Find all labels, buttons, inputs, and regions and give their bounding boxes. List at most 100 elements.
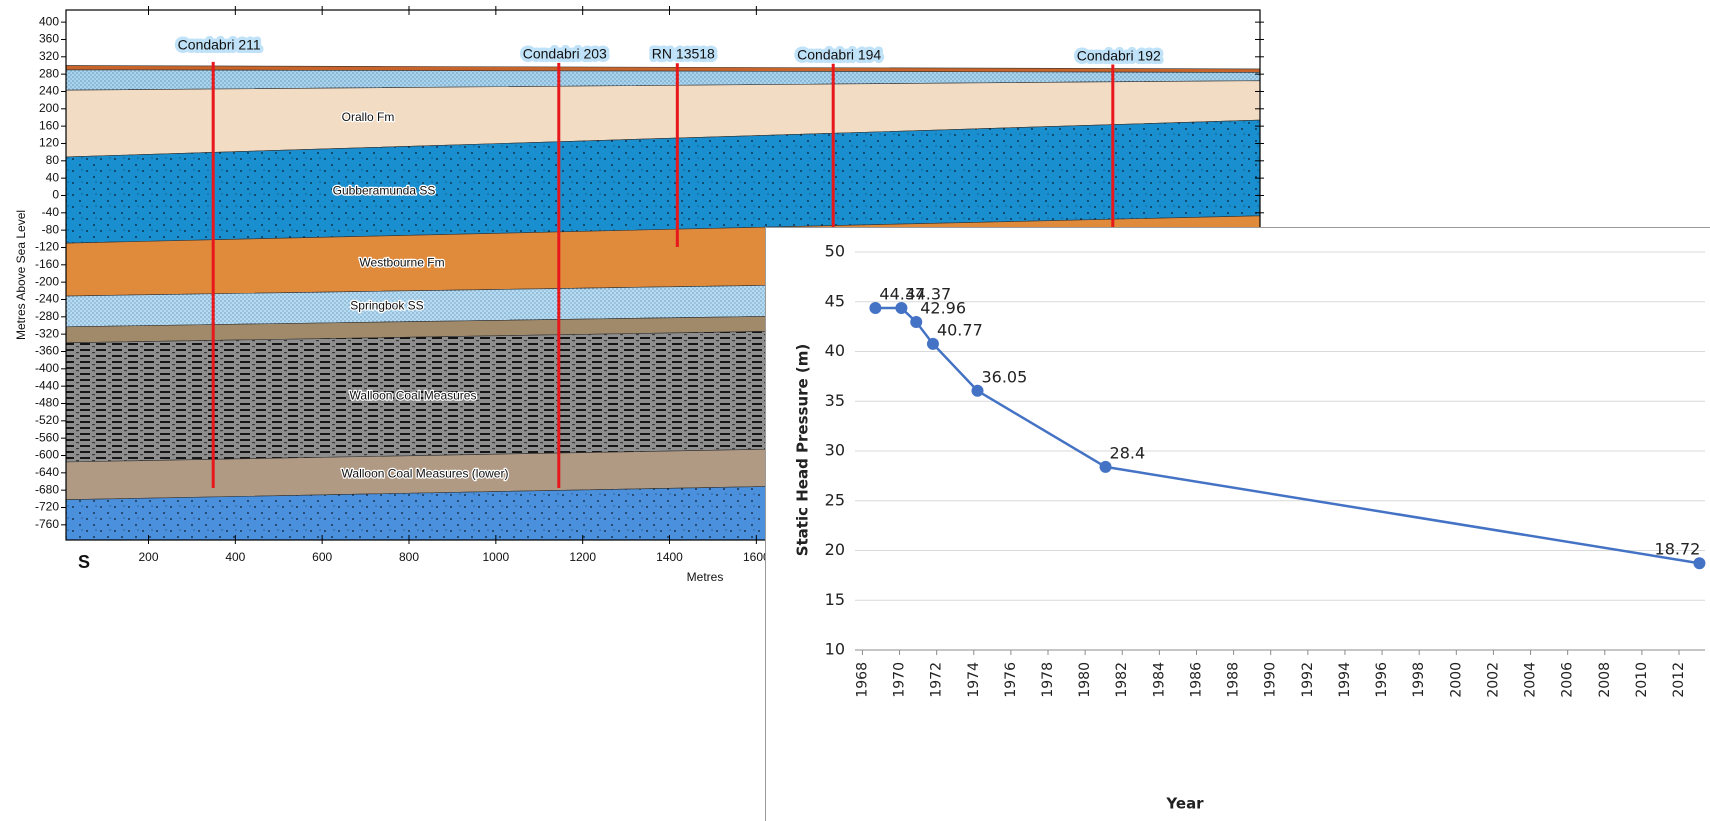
y-tick-label: -40: [42, 205, 60, 219]
layer-label: Walloon Coal Measures: [350, 389, 477, 403]
x-tick-label: 1400: [656, 550, 683, 564]
x-tick-label: 600: [312, 550, 332, 564]
x-tick-label: 400: [225, 550, 245, 564]
y-tick-label: -160: [35, 257, 59, 271]
x-tick-label: 2006: [1560, 662, 1576, 698]
x-tick-label: 1996: [1374, 662, 1390, 698]
y-tick-label: -360: [35, 344, 59, 358]
y-tick-label: 30: [825, 441, 845, 460]
y-tick-label: 35: [825, 391, 845, 410]
x-tick-label: 2000: [1448, 662, 1464, 698]
x-tick-label: 200: [138, 550, 158, 564]
data-label: 40.77: [937, 320, 983, 339]
y-tick-label: -600: [35, 448, 59, 462]
figure: Orallo Fm Gubberamunda SS Westbourne Fm Spr…: [0, 0, 1710, 821]
data-point: [971, 385, 983, 397]
y-tick-label: -680: [35, 482, 59, 496]
y-tick-label: -560: [35, 430, 59, 444]
y-tick-label: 25: [825, 490, 845, 509]
page: Orallo Fm Gubberamunda SS Westbourne Fm Spr…: [0, 0, 1710, 821]
x-axis-title: Year: [1165, 795, 1204, 813]
x-tick-label: 1982: [1114, 662, 1130, 698]
y-tick-label: 120: [39, 136, 59, 150]
data-point: [1693, 557, 1705, 569]
data-point: [927, 338, 939, 350]
x-tick-label: 1000: [482, 550, 509, 564]
y-tick-label: 40: [825, 341, 845, 360]
y-tick-label: -200: [35, 274, 59, 288]
x-tick-label: 2004: [1523, 662, 1539, 698]
well-label: Condabri 203: [523, 46, 607, 62]
well-label: Condabri 211: [178, 37, 261, 53]
x-tick-label: 2008: [1597, 662, 1613, 698]
y-tick-label: -400: [35, 361, 59, 375]
data-point: [869, 302, 881, 314]
y-tick-label: -520: [35, 413, 59, 427]
x-tick-label: 2010: [1634, 662, 1650, 698]
y-tick-label: 80: [46, 153, 60, 167]
x-tick-label: 2012: [1671, 662, 1687, 698]
y-tick-label: -280: [35, 309, 59, 323]
x-tick-label: 1994: [1337, 662, 1353, 698]
well-label: RN 13518: [652, 46, 715, 62]
layer-label: Orallo Fm: [342, 110, 395, 124]
data-point: [1100, 461, 1112, 473]
well-label: Condabri 194: [797, 47, 881, 63]
y-tick-label: -760: [35, 517, 59, 531]
x-tick-label: 1986: [1188, 662, 1204, 698]
data-label: 42.96: [920, 299, 966, 318]
x-tick-label: 1998: [1411, 662, 1427, 698]
layer-label: Gubberamunda SS: [333, 184, 436, 198]
x-axis-title: Metres: [687, 570, 724, 584]
y-tick-label: -720: [35, 500, 59, 514]
y-tick-label: 280: [39, 66, 59, 80]
y-tick-label: 200: [39, 101, 59, 115]
inset-panel: [766, 228, 1710, 821]
x-tick-label: 1968: [854, 662, 870, 698]
x-tick-label: 1200: [569, 550, 596, 564]
y-tick-label: -120: [35, 240, 59, 254]
y-axis-title: Metres Above Sea Level: [14, 210, 28, 340]
x-tick-label: 1992: [1300, 662, 1316, 698]
data-label: 36.05: [981, 367, 1027, 386]
data-label: 28.4: [1110, 443, 1146, 462]
x-tick-label: 1972: [929, 662, 945, 698]
well-label: Condabri 192: [1077, 48, 1161, 64]
y-tick-label: 40: [46, 170, 60, 184]
x-tick-label: 1970: [892, 662, 908, 698]
x-tick-label: 800: [399, 550, 419, 564]
y-tick-label: 400: [39, 14, 59, 28]
direction-label: S: [78, 552, 90, 572]
y-tick-label: -440: [35, 378, 59, 392]
x-tick-label: 1976: [1003, 662, 1019, 698]
layer-label: Walloon Coal Measures (lower): [342, 466, 509, 480]
y-tick-label: 160: [39, 118, 59, 132]
y-tick-label: -80: [42, 222, 60, 236]
x-tick-label: 1978: [1040, 662, 1056, 698]
pressure-chart: 10 15 20 25 30 35 40 45 50 1968 1970 1972 1974 1976 19…: [766, 228, 1710, 821]
y-tick-label: 20: [825, 540, 845, 559]
y-tick-label: 0: [52, 188, 59, 202]
y-tick-label: 320: [39, 49, 59, 63]
x-tick-label: 1984: [1151, 662, 1167, 698]
data-point: [895, 302, 907, 314]
y-tick-label: 240: [39, 84, 59, 98]
y-tick-label: -320: [35, 326, 59, 340]
y-tick-label: 10: [825, 640, 845, 659]
layer-label: Westbourne Fm: [359, 255, 444, 269]
y-tick-label: 50: [825, 242, 845, 261]
data-point: [910, 316, 922, 328]
y-tick-label: 15: [825, 590, 845, 609]
y-tick-label: -480: [35, 396, 59, 410]
y-tick-label: -240: [35, 292, 59, 306]
x-tick-label: 1990: [1263, 662, 1279, 698]
y-tick-label: -640: [35, 465, 59, 479]
data-label: 18.72: [1655, 540, 1701, 559]
layer-label: Springbok SS: [350, 299, 423, 313]
y-tick-label: 45: [825, 291, 845, 310]
x-tick-label: 1988: [1226, 662, 1242, 698]
x-tick-label: 1980: [1077, 662, 1093, 698]
x-tick-label: 2002: [1485, 662, 1501, 698]
x-tick-label: 1974: [966, 662, 982, 698]
y-tick-label: 360: [39, 32, 59, 46]
